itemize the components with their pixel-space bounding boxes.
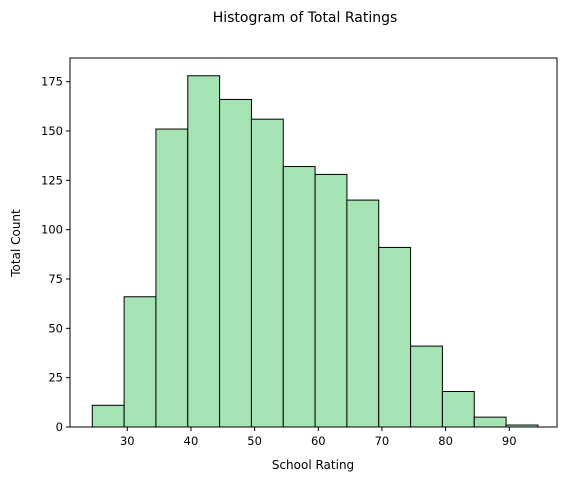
x-axis-ticks: 30 40 50 60 70 80 90	[120, 427, 517, 448]
y-tick-label: 125	[41, 173, 63, 187]
y-tick-label: 150	[41, 124, 63, 138]
y-axis-ticks: 0 25 50 75 100 125 150 175	[41, 75, 70, 434]
histogram-bar	[410, 345, 443, 428]
x-tick-label: 70	[375, 434, 390, 448]
histogram-bar	[314, 173, 348, 428]
y-axis-label: Total Count	[9, 209, 23, 278]
y-tick-label: 0	[56, 420, 63, 434]
x-axis-label: School Rating	[272, 458, 354, 472]
plot-frame	[69, 57, 558, 428]
x-tick-label: 30	[120, 434, 135, 448]
histogram-bar	[155, 128, 189, 428]
histogram-bar	[91, 404, 125, 428]
y-tick-label: 175	[41, 75, 63, 89]
histogram-bar	[346, 199, 380, 428]
bars-group	[91, 75, 539, 428]
x-tick-label: 90	[502, 434, 517, 448]
histogram-bar	[473, 416, 507, 428]
x-tick-label: 80	[438, 434, 453, 448]
x-tick-label: 60	[311, 434, 326, 448]
y-tick-label: 50	[48, 321, 63, 335]
y-tick-label: 25	[48, 371, 63, 385]
histogram-bar	[219, 98, 252, 428]
histogram-bar	[282, 166, 316, 428]
histogram-bar	[441, 390, 475, 428]
x-tick-label: 50	[247, 434, 262, 448]
histogram-bar	[123, 296, 157, 428]
histogram-bar	[250, 118, 284, 428]
x-tick-label: 40	[184, 434, 199, 448]
y-tick-label: 100	[41, 223, 63, 237]
chart-title: Histogram of Total Ratings	[213, 10, 398, 26]
y-tick-label: 75	[48, 272, 63, 286]
histogram-bar	[187, 75, 221, 428]
histogram-bar	[378, 246, 412, 428]
